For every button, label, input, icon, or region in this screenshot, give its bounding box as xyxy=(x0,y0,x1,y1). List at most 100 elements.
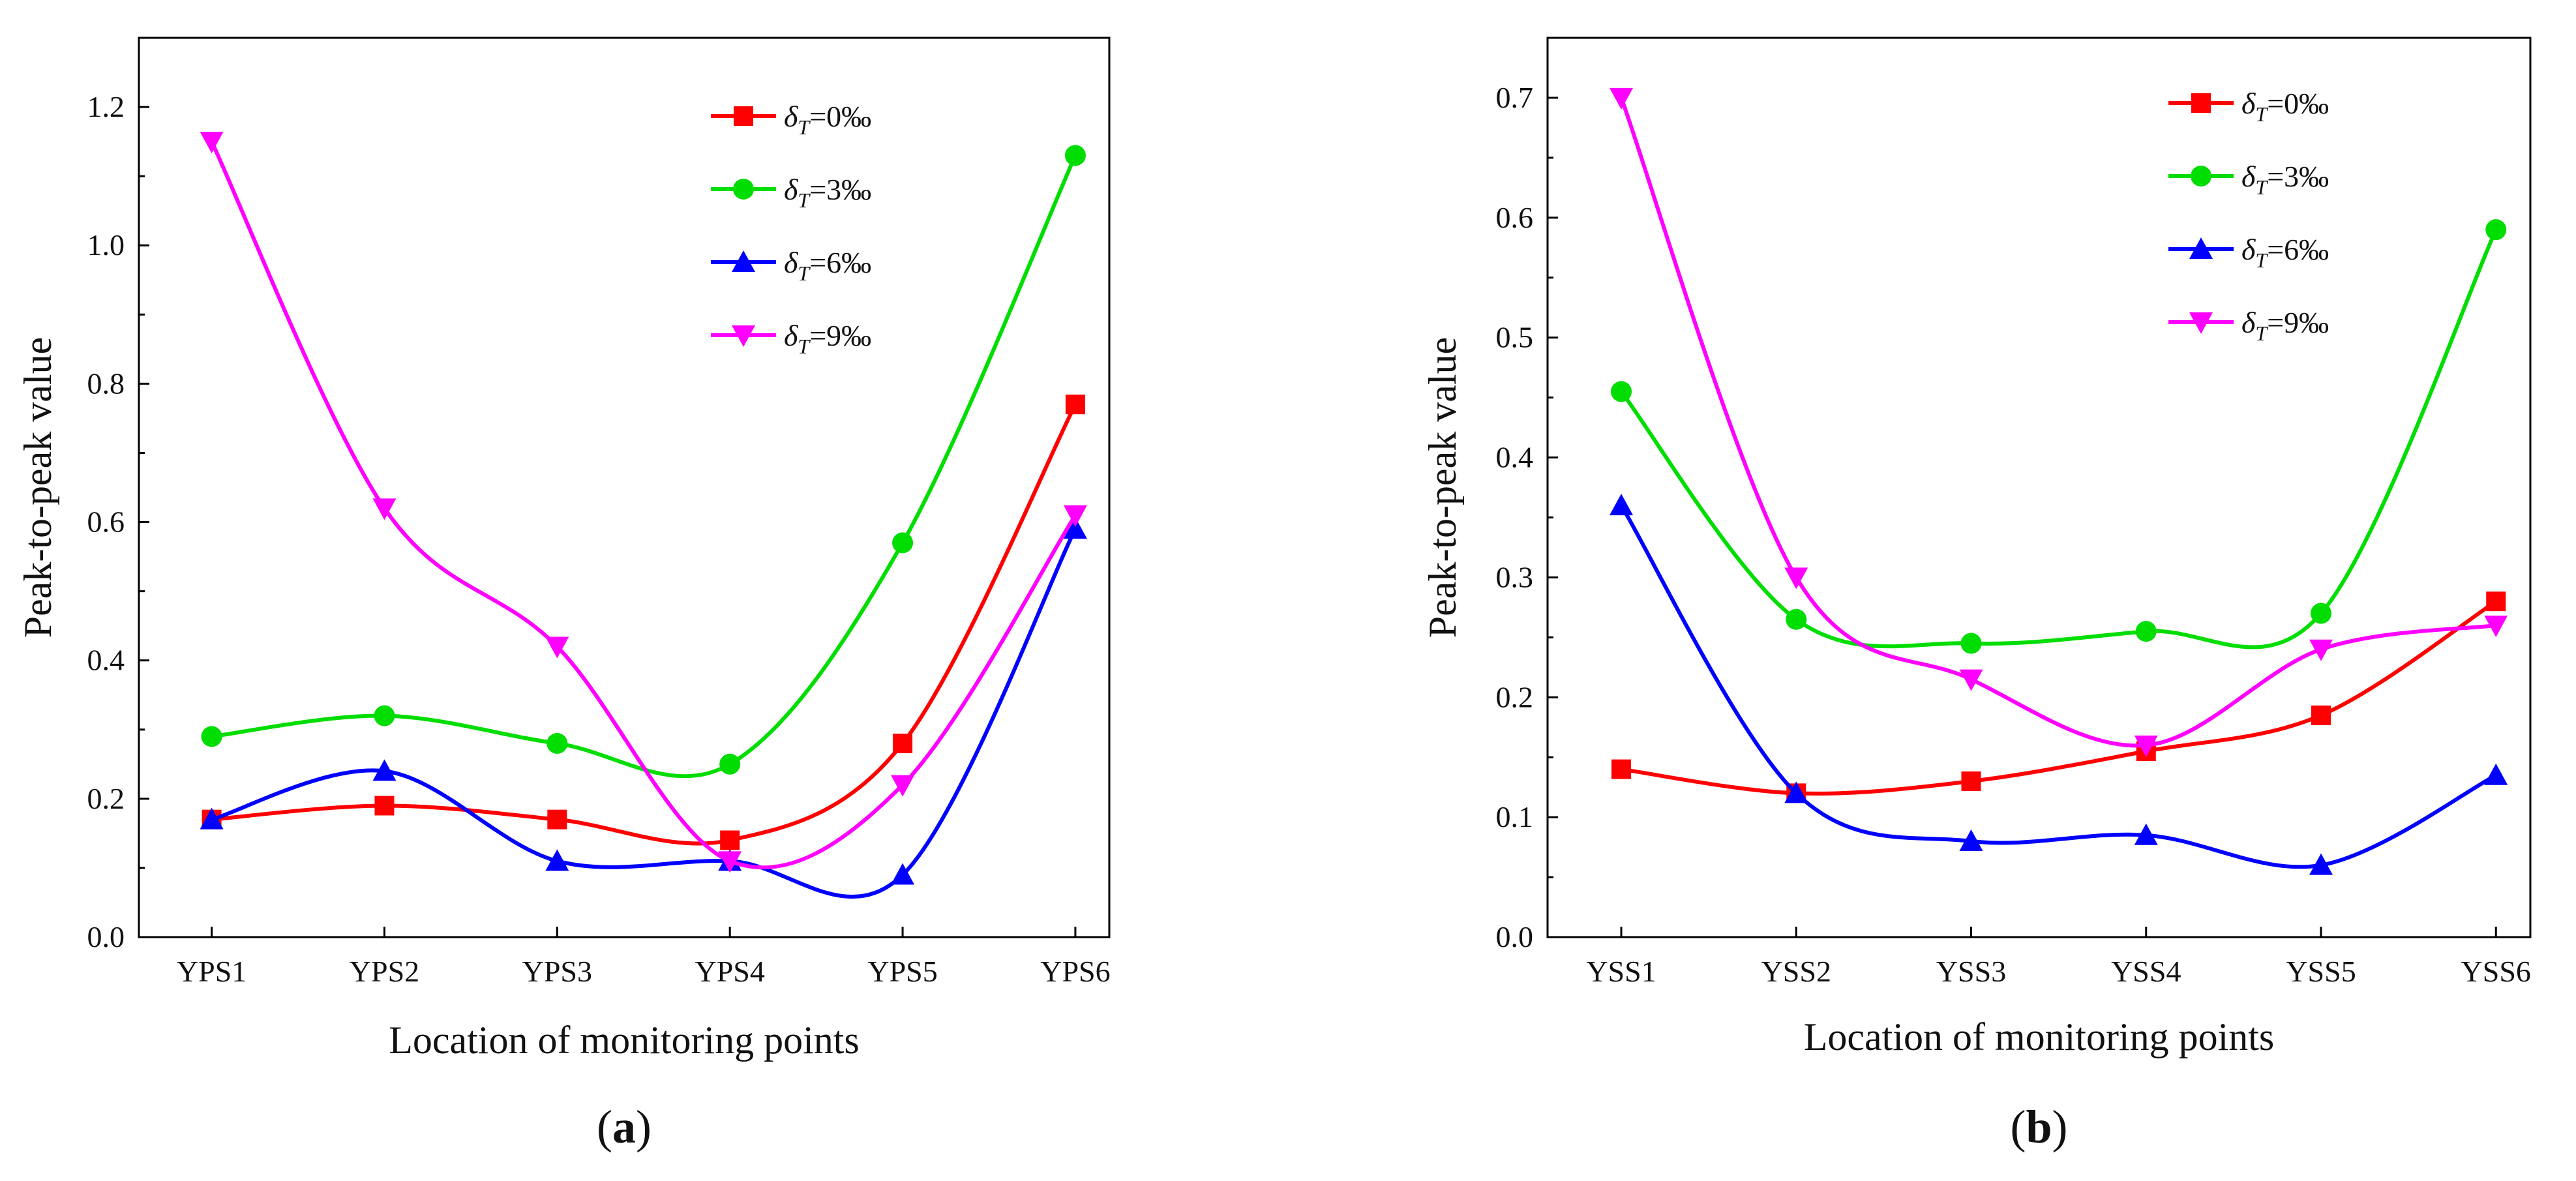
legend-label: δT=3‰ xyxy=(784,173,871,212)
legend-marker xyxy=(733,179,754,200)
y-tick-label: 0.5 xyxy=(1496,321,1534,354)
y-tick-label: 0.4 xyxy=(87,644,125,677)
data-point xyxy=(545,636,569,659)
data-point xyxy=(545,849,569,871)
y-tick-label: 0.0 xyxy=(87,920,125,953)
y-tick-label: 0.7 xyxy=(1496,81,1534,114)
data-point xyxy=(893,733,913,753)
data-point xyxy=(2484,763,2508,785)
data-point xyxy=(1611,381,1632,402)
y-tick-label: 1.0 xyxy=(87,228,125,262)
x-tick-label: YSS5 xyxy=(2286,955,2356,988)
x-tick-label: YSS6 xyxy=(2461,955,2531,988)
data-point xyxy=(1961,771,1981,791)
series-3 xyxy=(1610,87,2508,757)
data-point xyxy=(719,753,741,775)
data-point xyxy=(720,830,740,850)
legend-marker xyxy=(2191,93,2211,113)
data-point xyxy=(2485,219,2507,241)
data-point xyxy=(718,851,742,873)
legend-label: δT=9‰ xyxy=(2241,306,2329,345)
data-point xyxy=(891,775,915,797)
data-point xyxy=(1611,759,1632,779)
legend-marker xyxy=(2191,166,2211,187)
x-tick-label: YSS4 xyxy=(2111,955,2181,988)
y-tick-label: 0.0 xyxy=(1496,920,1534,953)
data-point xyxy=(1959,829,1983,851)
series-line xyxy=(211,155,1077,779)
data-point xyxy=(1959,669,1983,691)
series-line xyxy=(1621,599,2497,796)
data-point xyxy=(2135,621,2157,642)
legend-marker xyxy=(2189,312,2213,334)
legend-marker xyxy=(2189,237,2213,259)
data-point xyxy=(2484,615,2508,637)
data-point xyxy=(200,132,224,154)
legend-label: δT=9‰ xyxy=(784,319,871,358)
x-tick-label: YPS2 xyxy=(350,955,419,988)
data-point xyxy=(1610,494,1634,516)
data-point xyxy=(2134,735,2158,757)
series-2 xyxy=(1610,494,2508,875)
chart-panel-b: 0.0 0.1 0.2 0.3 0.4 0.5 0.6 0.7 YSS1 YSS2 YSS3 YSS4… xyxy=(1421,37,2532,1153)
plot-frame xyxy=(1546,37,2532,938)
series-0 xyxy=(202,395,1085,850)
data-point xyxy=(2311,603,2332,624)
legend: δT=0‰ δT=3‰ δT=6‰ δT=9‰ xyxy=(711,100,871,358)
x-tick-label: YPS3 xyxy=(522,955,592,988)
x-tick-label: YSS3 xyxy=(1936,955,2006,988)
chart-panel-a: 0.0 0.2 0.4 0.6 0.8 1.0 1.2 YPS1 YPS2 YPS3 YPS4 YPS… xyxy=(16,37,1111,1153)
data-point xyxy=(1786,608,1807,630)
data-point xyxy=(2134,823,2158,845)
data-point xyxy=(201,726,222,747)
y-tick-label: 0.6 xyxy=(87,505,125,539)
series-line xyxy=(211,403,1077,846)
y-tick-label: 0.8 xyxy=(87,366,125,400)
legend-label: δT=6‰ xyxy=(784,246,871,285)
x-axis-title: Location of monitoring points xyxy=(389,1019,860,1062)
series-line xyxy=(1619,504,2497,869)
x-tick-label: YPS4 xyxy=(695,955,764,988)
x-tick-label: YSS1 xyxy=(1586,955,1656,988)
y-tick-label: 0.4 xyxy=(1496,441,1534,474)
series-1 xyxy=(1611,219,2507,654)
data-point xyxy=(2309,853,2333,875)
panel-label: (b) xyxy=(2010,1101,2067,1153)
data-point xyxy=(1784,567,1808,590)
legend-marker xyxy=(734,106,753,126)
data-point xyxy=(2309,639,2333,661)
y-axis-title: Peak-to-peak value xyxy=(16,337,59,638)
y-tick-label: 0.3 xyxy=(1496,560,1534,593)
data-point xyxy=(374,796,395,816)
data-point xyxy=(891,863,915,885)
data-point xyxy=(547,732,568,754)
data-point xyxy=(1063,505,1087,527)
data-point xyxy=(547,809,567,830)
data-point xyxy=(200,807,224,830)
data-point xyxy=(1784,781,1808,803)
y-tick-label: 0.6 xyxy=(1496,201,1534,234)
data-point xyxy=(2486,591,2506,612)
x-tick-label: YPS6 xyxy=(1040,955,1110,988)
legend-label: δT=3‰ xyxy=(2241,160,2329,199)
y-tick-label: 1.2 xyxy=(87,90,125,123)
data-point xyxy=(2311,705,2331,725)
series-line xyxy=(1619,228,2498,650)
plot-frame xyxy=(138,37,1111,938)
series-2 xyxy=(200,517,1087,899)
series-line xyxy=(209,140,1077,870)
y-axis-title: Peak-to-peak value xyxy=(1421,337,1464,638)
data-point xyxy=(372,759,397,781)
series-line xyxy=(1619,97,2496,748)
series-1 xyxy=(201,145,1086,779)
legend-label: δT=0‰ xyxy=(2241,87,2329,126)
data-point xyxy=(1064,145,1086,166)
data-point xyxy=(892,532,914,554)
x-tick-label: YPS1 xyxy=(177,955,247,988)
data-point xyxy=(1610,87,1634,110)
legend: δT=0‰ δT=3‰ δT=6‰ δT=9‰ xyxy=(2168,87,2329,345)
x-tick-label: YSS2 xyxy=(1761,955,1831,988)
legend-label: δT=6‰ xyxy=(2241,233,2329,272)
data-point xyxy=(374,705,395,726)
